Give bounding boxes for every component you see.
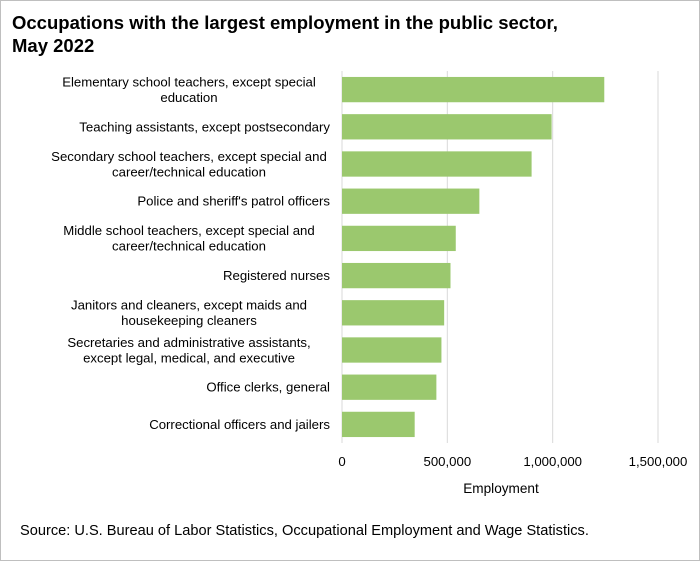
category-label-7-line-1: except legal, medical, and executive [83, 350, 295, 365]
x-axis-title: Employment [463, 481, 539, 496]
x-tick-label-2: 1,000,000 [523, 454, 582, 469]
category-label-6-line-1: housekeeping cleaners [121, 313, 257, 328]
category-label-6-line-0: Janitors and cleaners, except maids and [71, 298, 307, 313]
category-label-8-line-0: Office clerks, general [206, 380, 330, 395]
category-label-4-line-0: Middle school teachers, except special a… [63, 223, 314, 238]
chart-title-line-2: May 2022 [12, 35, 95, 56]
bar-2 [342, 151, 532, 177]
bar-3 [342, 188, 480, 214]
category-label-2-line-1: career/technical education [112, 164, 266, 179]
bar-8 [342, 374, 437, 400]
bar-0 [342, 76, 605, 103]
source-note: Source: U.S. Bureau of Labor Statistics,… [20, 523, 589, 539]
bar-5 [342, 262, 451, 289]
bar-chart: Elementary school teachers, except speci… [51, 71, 687, 496]
category-label-9-line-0: Correctional officers and jailers [149, 417, 330, 432]
category-label-4-line-1: career/technical education [112, 239, 266, 254]
category-label-5-line-0: Registered nurses [223, 268, 330, 283]
chart-title-line-1: Occupations with the largest employment … [12, 12, 558, 33]
category-label-7-line-0: Secretaries and administrative assistant… [67, 335, 310, 350]
category-labels: Elementary school teachers, except speci… [51, 74, 330, 432]
x-tick-label-0: 0 [338, 454, 345, 469]
bar-1 [342, 114, 552, 140]
x-tick-labels: 0 500,000 1,000,000 1,500,000 [338, 454, 687, 469]
bar-9 [342, 411, 415, 438]
bar-4 [342, 225, 456, 252]
bar-7 [342, 337, 442, 363]
category-label-3-line-0: Police and sheriff's patrol officers [137, 194, 330, 209]
x-tick-label-3: 1,500,000 [629, 454, 688, 469]
category-label-0-line-0: Elementary school teachers, except speci… [62, 74, 316, 89]
bar-6 [342, 300, 445, 326]
category-label-1-line-0: Teaching assistants, except postsecondar… [79, 119, 330, 134]
bars [342, 76, 605, 438]
category-label-2-line-0: Secondary school teachers, except specia… [51, 149, 327, 164]
category-label-0-line-1: education [160, 90, 217, 105]
x-tick-label-1: 500,000 [423, 454, 471, 469]
chart-title: Occupations with the largest employment … [12, 11, 672, 57]
